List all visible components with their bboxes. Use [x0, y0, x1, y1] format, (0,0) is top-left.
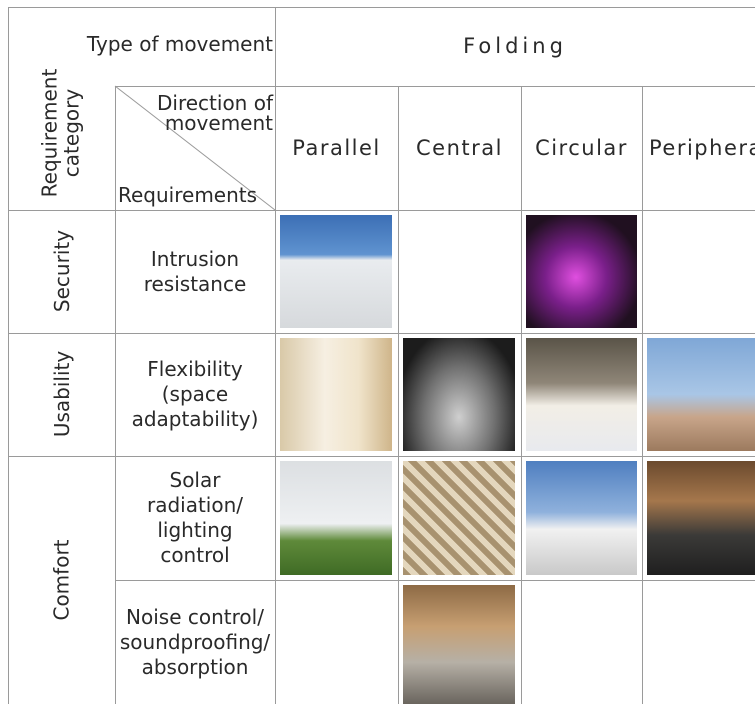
rule [521, 86, 522, 704]
photo [280, 215, 392, 328]
rule [642, 86, 643, 704]
requirement: Flexibility (space adaptability) [131, 357, 259, 431]
rule [8, 7, 755, 8]
corner-side: Requirement category [37, 68, 83, 198]
rule [115, 86, 275, 87]
rule [115, 580, 755, 581]
corner-mid: Direction of movement [157, 91, 273, 135]
corner-bottom: Requirements [118, 182, 258, 207]
direction-label: Parallel [292, 135, 381, 160]
photo [647, 461, 755, 575]
rule [8, 333, 755, 334]
corner-top: Type of movement [86, 31, 273, 56]
rule [115, 86, 116, 704]
photo [526, 338, 637, 451]
rule [275, 7, 276, 704]
category: Comfort [50, 539, 74, 621]
requirement: Noise control/ soundproofing/ absorption [119, 604, 271, 679]
rule [8, 456, 755, 457]
rule [275, 86, 755, 87]
category: Usability [49, 350, 74, 438]
direction-label: Peripheral [649, 135, 755, 160]
rule [8, 210, 755, 211]
direction-label: Central [416, 135, 503, 160]
rule [8, 7, 9, 704]
corner-side-wrap: Requirement category [0, 69, 160, 198]
photo [526, 461, 637, 575]
group-label: Folding [463, 34, 567, 58]
rule [398, 86, 399, 704]
direction-label: Circular [535, 135, 628, 160]
requirement: Intrusion resistance [143, 246, 247, 296]
photo [403, 461, 515, 575]
photo [403, 585, 515, 704]
photo [280, 461, 392, 575]
photo [647, 338, 755, 451]
photo [280, 338, 392, 451]
photo [403, 338, 515, 451]
photo [526, 215, 637, 328]
category: Security [49, 229, 74, 313]
requirement: Solar radiation/ lighting control [146, 468, 244, 567]
